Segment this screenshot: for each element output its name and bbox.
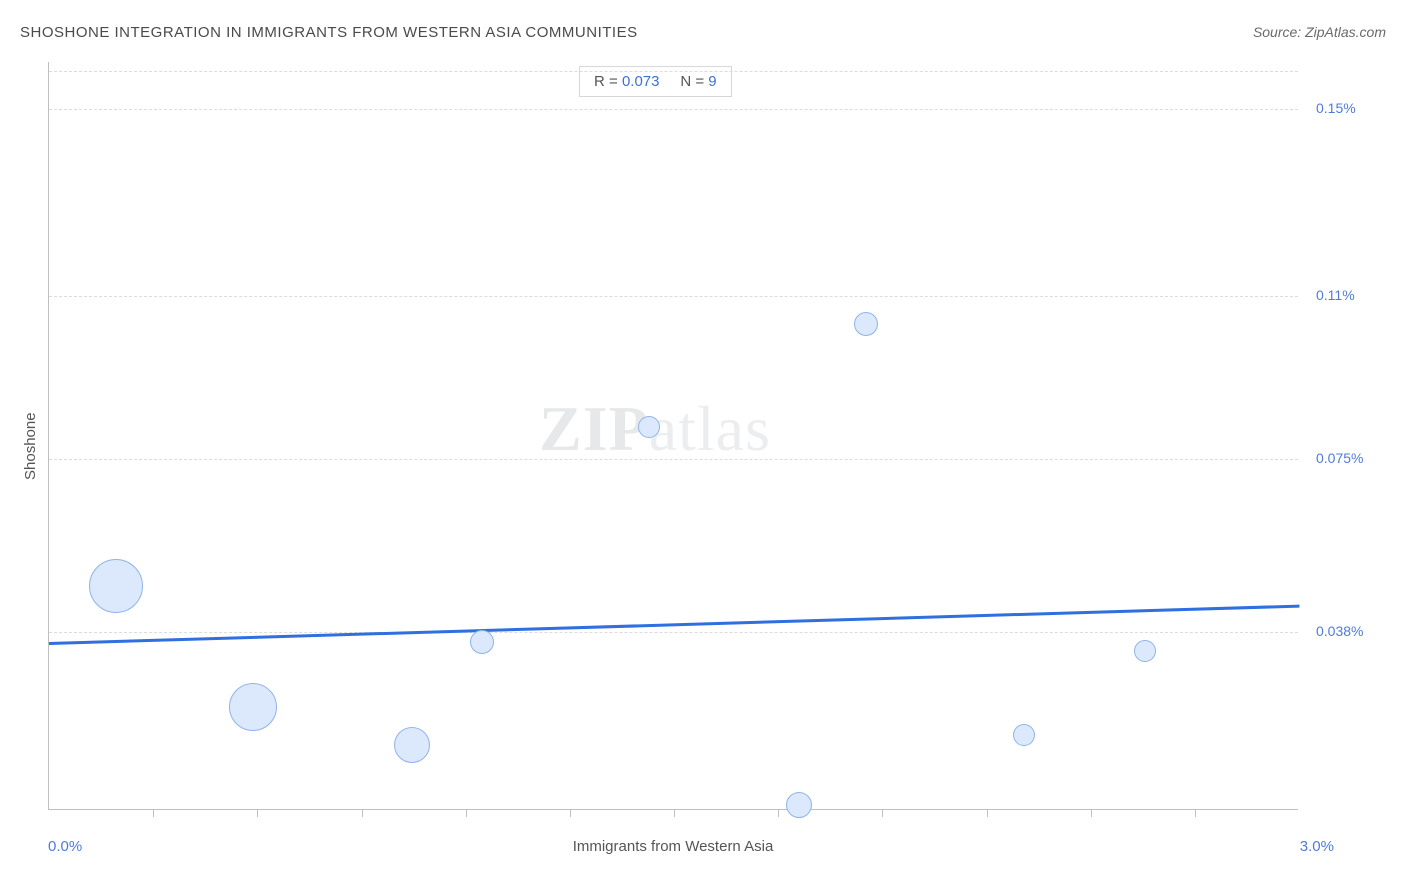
data-point[interactable] bbox=[470, 630, 494, 654]
n-label: N = bbox=[680, 73, 708, 90]
trend-line bbox=[49, 604, 1299, 644]
source-name: ZipAtlas.com bbox=[1305, 24, 1386, 40]
source-prefix: Source: bbox=[1253, 24, 1305, 40]
gridline bbox=[49, 296, 1298, 297]
y-tick-label: 0.15% bbox=[1316, 100, 1356, 116]
y-axis-title: Shoshone bbox=[22, 412, 39, 480]
data-point[interactable] bbox=[394, 727, 430, 763]
x-tick-mark bbox=[674, 809, 675, 817]
data-point[interactable] bbox=[89, 559, 143, 613]
x-tick-mark bbox=[570, 809, 571, 817]
data-point[interactable] bbox=[638, 416, 660, 438]
data-point[interactable] bbox=[1134, 640, 1156, 662]
x-tick-mark bbox=[362, 809, 363, 817]
x-tick-mark bbox=[1195, 809, 1196, 817]
chart-title: SHOSHONE INTEGRATION IN IMMIGRANTS FROM … bbox=[20, 24, 638, 41]
gridline bbox=[49, 459, 1298, 460]
y-tick-label: 0.11% bbox=[1316, 287, 1355, 303]
gridline bbox=[49, 71, 1298, 72]
watermark-atlas: atlas bbox=[649, 393, 771, 464]
source-credit: Source: ZipAtlas.com bbox=[1253, 24, 1386, 40]
x-tick-mark bbox=[778, 809, 779, 817]
data-point[interactable] bbox=[854, 312, 878, 336]
scatter-plot-area: ZIPatlas R = 0.073 N = 9 bbox=[48, 62, 1298, 810]
gridline bbox=[49, 632, 1298, 633]
data-point[interactable] bbox=[1013, 724, 1035, 746]
y-tick-label: 0.075% bbox=[1316, 450, 1363, 466]
x-tick-mark bbox=[987, 809, 988, 817]
x-tick-mark bbox=[153, 809, 154, 817]
r-label: R = bbox=[594, 73, 622, 90]
x-tick-mark bbox=[257, 809, 258, 817]
n-value: 9 bbox=[708, 73, 716, 90]
x-axis-min-label: 0.0% bbox=[48, 838, 82, 855]
r-value: 0.073 bbox=[622, 73, 660, 90]
x-axis-title: Immigrants from Western Asia bbox=[48, 838, 1298, 855]
x-tick-mark bbox=[466, 809, 467, 817]
x-tick-mark bbox=[882, 809, 883, 817]
data-point[interactable] bbox=[229, 683, 277, 731]
x-tick-mark bbox=[1091, 809, 1092, 817]
y-tick-label: 0.038% bbox=[1316, 623, 1363, 639]
data-point[interactable] bbox=[786, 792, 812, 818]
x-axis-max-label: 3.0% bbox=[1300, 838, 1334, 855]
watermark-zip: ZIP bbox=[539, 393, 649, 464]
gridline bbox=[49, 109, 1298, 110]
